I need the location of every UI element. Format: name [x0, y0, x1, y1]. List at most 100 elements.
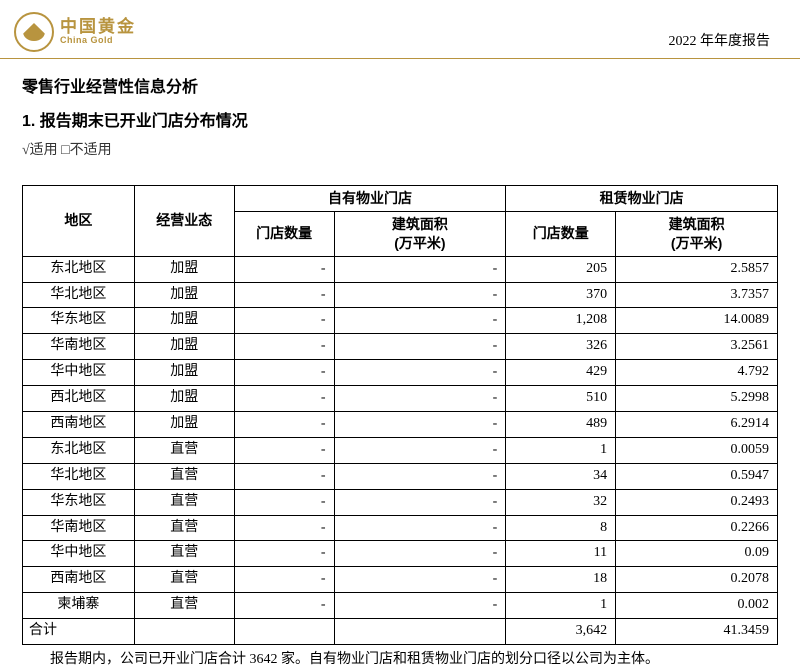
cell-rent-count: 11 — [506, 541, 616, 567]
cell-biz: 直营 — [134, 515, 234, 541]
cell-rent-area: 0.2493 — [616, 489, 778, 515]
table-row: 华东地区直营--320.2493 — [23, 489, 778, 515]
cell-region: 西北地区 — [23, 386, 135, 412]
store-distribution-table: 地区 经营业态 自有物业门店 租赁物业门店 门店数量 建筑面积 (万平米) 门店… — [22, 185, 778, 645]
cell-region: 华东地区 — [23, 489, 135, 515]
cell-biz: 加盟 — [134, 334, 234, 360]
cell-own-area: - — [334, 463, 506, 489]
footnote-text: 报告期内，公司已开业门店合计 3642 家。自有物业门店和租赁物业门店的划分口径… — [0, 645, 800, 671]
th-area-bottom2: (万平米) — [671, 235, 722, 251]
cell-biz: 直营 — [134, 567, 234, 593]
cell-biz: 加盟 — [134, 308, 234, 334]
th-rent-count: 门店数量 — [506, 211, 616, 256]
cell-total-label: 合计 — [23, 619, 135, 645]
cell-own-count: - — [234, 386, 334, 412]
cell-rent-area: 0.002 — [616, 593, 778, 619]
logo-block: 中国黄金 China Gold — [14, 12, 136, 52]
cell-biz: 加盟 — [134, 412, 234, 438]
th-region: 地区 — [23, 186, 135, 257]
cell-region: 华北地区 — [23, 463, 135, 489]
cell-biz: 直营 — [134, 593, 234, 619]
table-row: 西南地区加盟--4896.2914 — [23, 412, 778, 438]
cell-rent-area: 2.5857 — [616, 256, 778, 282]
cell-rent-count: 1 — [506, 437, 616, 463]
logo-en: China Gold — [60, 36, 136, 46]
subsection-title: 1. 报告期末已开业门店分布情况 — [22, 107, 778, 131]
cell-own-area: - — [334, 567, 506, 593]
logo-cn: 中国黄金 — [60, 18, 136, 37]
cell-own-area: - — [334, 541, 506, 567]
cell-own-count: - — [234, 308, 334, 334]
cell-own-count: - — [234, 567, 334, 593]
applicable-label: √适用 □不适用 — [22, 139, 778, 159]
cell-own-count: - — [234, 412, 334, 438]
cell-biz: 直营 — [134, 489, 234, 515]
cell-own-area: - — [334, 308, 506, 334]
cell-rent-area: 5.2998 — [616, 386, 778, 412]
table-row: 华南地区直营--80.2266 — [23, 515, 778, 541]
table-row: 华东地区加盟--1,20814.0089 — [23, 308, 778, 334]
cell-rent-count: 370 — [506, 282, 616, 308]
th-area-bottom: (万平米) — [394, 235, 445, 251]
table-row: 华中地区直营--110.09 — [23, 541, 778, 567]
cell-own-count: - — [234, 282, 334, 308]
cell-rent-count: 18 — [506, 567, 616, 593]
cell-rent-area: 0.5947 — [616, 463, 778, 489]
cell-own-count: - — [234, 334, 334, 360]
table-row: 华中地区加盟--4294.792 — [23, 360, 778, 386]
th-area-top2: 建筑面积 — [669, 216, 725, 232]
cell-own-area: - — [334, 412, 506, 438]
cell-rent-count: 1 — [506, 593, 616, 619]
cell-region: 西南地区 — [23, 567, 135, 593]
table-total-row: 合计3,64241.3459 — [23, 619, 778, 645]
th-area-top: 建筑面积 — [392, 216, 448, 232]
cell-own-area: - — [334, 593, 506, 619]
cell-biz: 直营 — [134, 463, 234, 489]
cell-rent-count: 489 — [506, 412, 616, 438]
cell-own-count: - — [234, 593, 334, 619]
section-title: 零售行业经营性信息分析 — [22, 73, 778, 97]
th-own-area: 建筑面积 (万平米) — [334, 211, 506, 256]
cell-rent-area: 3.7357 — [616, 282, 778, 308]
content-area: 零售行业经营性信息分析 1. 报告期末已开业门店分布情况 √适用 □不适用 地区… — [0, 59, 800, 645]
th-group-own: 自有物业门店 — [234, 186, 506, 212]
cell-own-count: - — [234, 489, 334, 515]
cell-rent-count: 205 — [506, 256, 616, 282]
cell-rent-count: 429 — [506, 360, 616, 386]
logo-icon — [14, 12, 54, 52]
cell-own-count: - — [234, 437, 334, 463]
table-row: 华南地区加盟--3263.2561 — [23, 334, 778, 360]
cell-own-area: - — [334, 386, 506, 412]
cell-rent-count: 8 — [506, 515, 616, 541]
cell-biz: 加盟 — [134, 360, 234, 386]
cell-own-area: - — [334, 360, 506, 386]
th-biz-type: 经营业态 — [134, 186, 234, 257]
cell-biz: 直营 — [134, 437, 234, 463]
cell-own-area: - — [334, 282, 506, 308]
cell-total-rent-count: 3,642 — [506, 619, 616, 645]
cell-own-count: - — [234, 541, 334, 567]
report-year-label: 2022 年年度报告 — [669, 30, 771, 50]
table-body: 东北地区加盟--2052.5857华北地区加盟--3703.7357华东地区加盟… — [23, 256, 778, 644]
cell-rent-count: 326 — [506, 334, 616, 360]
cell-rent-area: 3.2561 — [616, 334, 778, 360]
cell-total-own-count — [234, 619, 334, 645]
cell-biz: 加盟 — [134, 386, 234, 412]
th-group-rent: 租赁物业门店 — [506, 186, 778, 212]
cell-region: 东北地区 — [23, 256, 135, 282]
cell-own-count: - — [234, 256, 334, 282]
cell-rent-area: 0.2266 — [616, 515, 778, 541]
cell-rent-area: 6.2914 — [616, 412, 778, 438]
cell-rent-count: 34 — [506, 463, 616, 489]
cell-own-area: - — [334, 489, 506, 515]
page-header: 中国黄金 China Gold 2022 年年度报告 — [0, 0, 800, 59]
cell-region: 华南地区 — [23, 515, 135, 541]
cell-own-count: - — [234, 360, 334, 386]
table-row: 东北地区直营--10.0059 — [23, 437, 778, 463]
cell-rent-count: 1,208 — [506, 308, 616, 334]
cell-own-count: - — [234, 463, 334, 489]
cell-own-area: - — [334, 437, 506, 463]
logo-text: 中国黄金 China Gold — [60, 18, 136, 47]
cell-region: 华东地区 — [23, 308, 135, 334]
cell-own-area: - — [334, 256, 506, 282]
